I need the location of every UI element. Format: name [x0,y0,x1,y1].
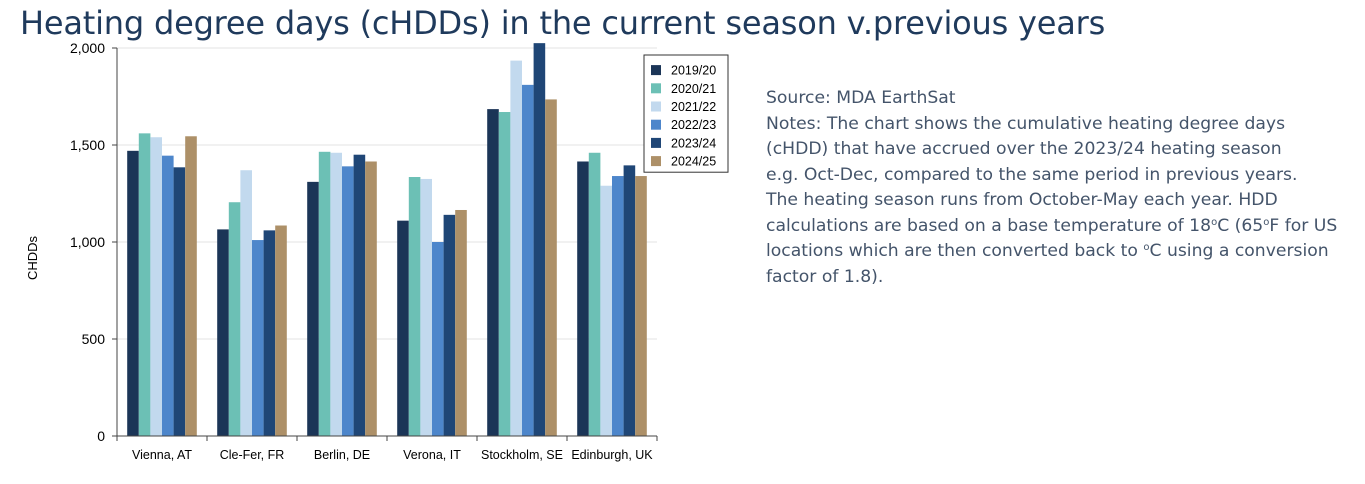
legend-label: 2024/25 [671,155,716,169]
notes-line: locations which are then converted back … [766,241,1329,261]
gridlines [117,47,657,340]
legend-label: 2019/20 [671,64,716,78]
bar-2024-25-2 [365,161,377,437]
bar-2023-24-2 [353,154,366,436]
bar-2023-24-0 [173,167,186,436]
legend-swatch [651,101,661,112]
legend-label: 2021/22 [671,100,716,114]
bar-2023-24-1 [263,230,276,436]
bar-2019-20-5 [577,161,589,437]
legend-swatch [651,65,661,76]
x-tick-label: Cle-Fer, FR [220,448,285,462]
bar-2020-21-3 [408,177,421,436]
bar-2024-25-0 [185,136,197,436]
legend-label: 2022/23 [671,118,716,132]
bar-2024-25-4 [545,99,557,436]
x-tick-labels: Vienna, AT Cle-Fer, FR Berlin, DE Verona, I… [132,448,653,462]
bar-2024-25-1 [275,225,287,436]
bar-2021-22-4 [510,60,522,437]
bar-2020-21-5 [588,152,601,436]
legend-swatch [651,137,661,148]
chart-legend: 2019/20 2020/21 2021/22 2022/23 2023/24 2024/… [643,54,729,173]
legend-swatch [651,83,661,94]
bar-2019-20-3 [397,220,409,436]
y-tick-label: 1,500 [70,137,105,153]
x-tick-label: Stockholm, SE [481,448,563,462]
x-tick-label: Verona, IT [403,448,461,462]
notes-line: factor of 1.8). [766,266,884,287]
x-tick-label: Edinburgh, UK [571,448,653,462]
bar-2022-23-3 [432,242,444,436]
axes [112,47,658,441]
x-tick-label: Berlin, DE [314,448,370,462]
bar-2022-23-0 [162,155,174,437]
bar-2020-21-2 [318,151,331,437]
bar-2019-20-1 [217,229,229,436]
bar-2023-24-3 [443,214,456,436]
bar-2024-25-3 [455,209,467,436]
bar-2022-23-2 [342,166,354,436]
x-tick-label: Vienna, AT [132,448,192,462]
page-title: Heating degree days (cHDDs) in the curre… [20,4,1106,42]
bar-2019-20-2 [307,181,319,436]
notes-line: (cHDD) that have accrued over the 2023/2… [766,139,1282,159]
notes-panel: Source: MDA EarthSat Notes: The chart sh… [766,86,1356,290]
legend-swatch [651,156,661,167]
bar-2021-22-3 [420,178,432,436]
notes-line: e.g. Oct-Dec, compared to the same perio… [766,164,1298,185]
y-tick-label: 500 [82,331,106,347]
y-tick-label: 2,000 [70,40,105,56]
notes-line: The heating season runs from October-May… [766,190,1278,210]
y-tick-label: 0 [97,428,105,444]
bar-2021-22-1 [240,170,252,436]
source-text: Source: MDA EarthSat [766,88,956,108]
notes-text: Notes: The chart shows the cumulative he… [766,112,1356,291]
legend-label: 2020/21 [671,82,716,96]
y-tick-label: 1,000 [70,234,105,250]
legend-swatch [651,119,661,130]
bar-2024-25-5 [635,176,647,437]
bar-2020-21-0 [138,133,151,437]
bar-2022-23-4 [522,84,534,437]
notes-line: calculations are based on a base tempera… [766,215,1338,236]
bar-2019-20-4 [487,109,499,437]
legend-label: 2023/24 [671,136,716,150]
y-axis-label: CHDDs [25,235,40,280]
bar-2022-23-1 [252,240,264,436]
bar-2023-24-5 [623,165,636,436]
bar-2021-22-2 [330,152,342,436]
bar-2021-22-0 [150,137,162,437]
bars [127,43,647,437]
bar-2022-23-5 [612,176,624,437]
bar-2020-21-4 [498,112,511,437]
bar-2019-20-0 [127,150,139,436]
bar-2020-21-1 [228,202,241,436]
y-tick-labels: 0 500 1,000 1,500 2,000 [70,40,105,444]
bar-2021-22-5 [600,185,612,436]
notes-line: Notes: The chart shows the cumulative he… [766,113,1286,134]
bar-2023-24-4 [533,43,546,437]
